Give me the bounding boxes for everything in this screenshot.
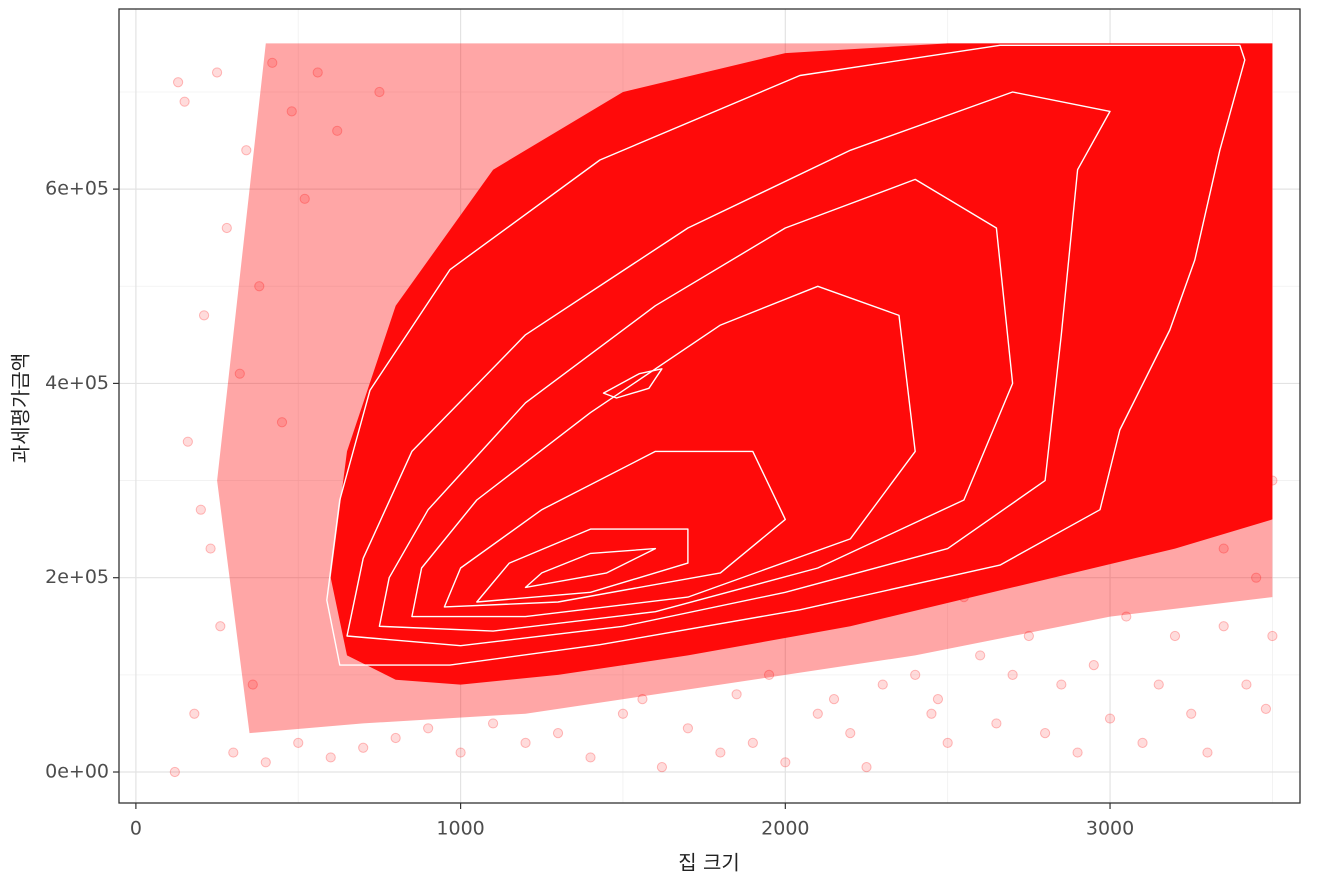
point	[325, 752, 336, 763]
point	[286, 106, 297, 117]
point	[682, 723, 694, 734]
point	[747, 737, 758, 748]
y-tick-label: 0e+00	[45, 761, 109, 783]
y-tick-label: 6e+05	[45, 178, 109, 200]
point	[390, 732, 401, 744]
point	[617, 708, 629, 719]
contour-line	[524, 547, 657, 589]
point	[585, 752, 596, 763]
point	[267, 57, 278, 68]
point	[731, 689, 742, 700]
point	[1153, 679, 1164, 690]
point	[1072, 747, 1083, 758]
plot-area	[169, 43, 1278, 778]
x-tick-label: 3000	[1086, 818, 1134, 840]
point	[1088, 660, 1099, 671]
x-axis-title: 집 크기	[678, 851, 740, 875]
point	[247, 679, 258, 690]
point	[1186, 708, 1197, 719]
point	[1104, 713, 1116, 724]
point	[1241, 679, 1252, 690]
point	[763, 669, 775, 680]
point	[812, 708, 823, 719]
point	[234, 368, 245, 379]
point	[1251, 572, 1262, 583]
point	[332, 125, 343, 136]
point	[845, 728, 856, 739]
point	[254, 281, 265, 292]
point	[228, 747, 239, 758]
point	[195, 504, 206, 515]
point	[423, 723, 434, 734]
point	[637, 694, 648, 705]
point	[656, 762, 668, 773]
point	[179, 96, 190, 107]
point	[293, 737, 304, 748]
point	[910, 669, 921, 680]
contour-line	[476, 528, 689, 603]
point	[861, 762, 872, 773]
panel-border	[118, 8, 1301, 804]
point	[182, 436, 193, 447]
y-axis-title: 과세평가금액	[9, 353, 33, 463]
point	[1007, 669, 1018, 680]
point	[299, 193, 310, 204]
contour-line	[378, 178, 1014, 632]
point	[1056, 679, 1067, 690]
point	[189, 708, 200, 719]
point	[715, 747, 726, 758]
point	[828, 694, 840, 705]
point	[1202, 747, 1213, 758]
point	[198, 310, 210, 321]
density-core	[330, 43, 1273, 685]
point	[1218, 621, 1229, 632]
x-tick-label: 1000	[436, 818, 484, 840]
point	[932, 694, 944, 705]
axes: 0 1000 2000 3000 0e+00 2e+05 4e+05 6e+05	[45, 178, 1134, 840]
y-tick-label: 2e+05	[45, 566, 109, 588]
point	[205, 543, 216, 554]
point	[520, 737, 531, 748]
point	[975, 650, 986, 661]
point	[374, 86, 385, 98]
point	[991, 718, 1002, 729]
contour-line	[346, 91, 1111, 647]
contour-line	[443, 450, 786, 608]
point	[1121, 611, 1132, 622]
point	[552, 728, 564, 739]
point	[1023, 630, 1034, 642]
point	[780, 757, 791, 768]
x-tick-label: 2000	[761, 818, 809, 840]
point	[172, 77, 184, 88]
point	[169, 766, 180, 778]
point	[211, 67, 223, 78]
point	[1267, 630, 1278, 642]
y-tick-label: 4e+05	[45, 372, 109, 394]
contour-line	[602, 368, 663, 399]
point	[312, 67, 323, 78]
point	[260, 757, 271, 768]
point	[241, 145, 252, 156]
point	[1137, 737, 1148, 748]
point	[455, 747, 466, 758]
point	[215, 621, 226, 632]
point	[487, 718, 499, 729]
point	[1169, 630, 1181, 642]
point	[942, 737, 953, 748]
contour-line	[326, 44, 1246, 666]
point	[358, 742, 369, 753]
point	[276, 417, 288, 428]
contour-line	[411, 285, 916, 618]
x-tick-label: 0	[130, 818, 142, 840]
point	[926, 708, 937, 719]
point	[1260, 703, 1272, 714]
point	[877, 679, 888, 690]
point	[1218, 543, 1229, 554]
point	[221, 222, 232, 234]
point	[1039, 728, 1051, 739]
